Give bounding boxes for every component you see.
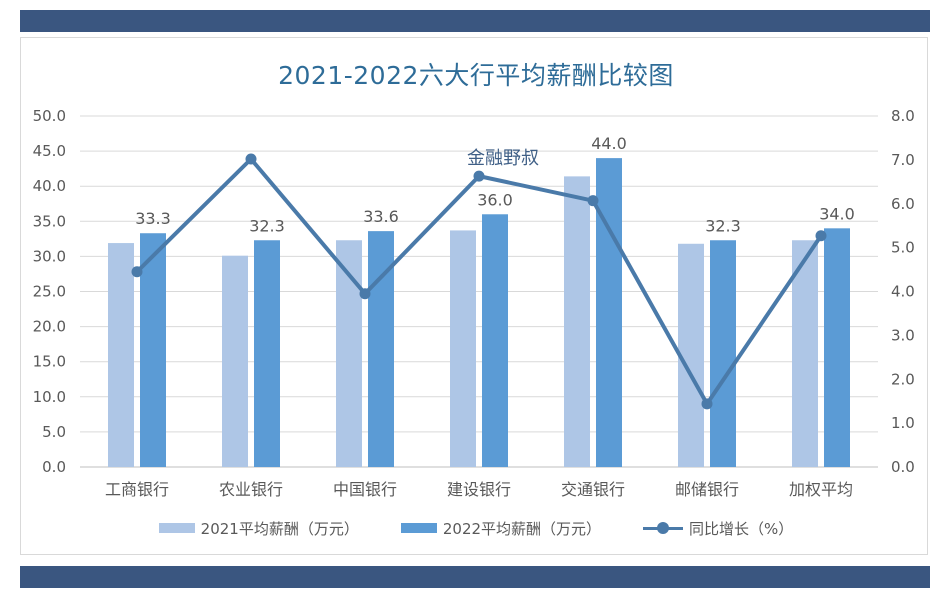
growth-point bbox=[131, 266, 143, 278]
growth-point bbox=[815, 230, 827, 242]
right-axis-tick-label: 1.0 bbox=[891, 414, 915, 432]
growth-point bbox=[701, 398, 713, 410]
right-axis-tick-label: 8.0 bbox=[891, 107, 915, 125]
x-axis-category-label: 农业银行 bbox=[219, 480, 283, 499]
right-axis-tick-label: 5.0 bbox=[891, 239, 915, 257]
top-decorative-band bbox=[20, 10, 930, 32]
left-axis-tick-label: 30.0 bbox=[33, 247, 66, 265]
bar-2022-data-label: 36.0 bbox=[477, 190, 513, 209]
bar-2021 bbox=[336, 240, 362, 467]
bar-2021 bbox=[108, 243, 134, 467]
legend-label-2022: 2022平均薪酬（万元） bbox=[442, 519, 602, 538]
x-axis-category-label: 建设银行 bbox=[447, 480, 511, 499]
left-axis-tick-label: 0.0 bbox=[42, 458, 66, 476]
growth-point bbox=[587, 195, 599, 207]
bar-2022-data-label: 32.3 bbox=[249, 216, 285, 235]
left-axis-tick-label: 20.0 bbox=[33, 318, 66, 336]
bar-2021 bbox=[564, 176, 590, 467]
chart-legend: 2021平均薪酬（万元） 2022平均薪酬（万元） 同比增长（%） bbox=[0, 517, 952, 539]
bar-2021 bbox=[222, 255, 248, 467]
growth-point bbox=[245, 153, 257, 165]
bar-2022-data-label: 44.0 bbox=[591, 134, 627, 153]
x-axis-category-label: 邮储银行 bbox=[675, 480, 739, 499]
right-axis-tick-label: 6.0 bbox=[891, 195, 915, 213]
bottom-decorative-band bbox=[20, 566, 930, 588]
bar-2022 bbox=[254, 240, 280, 467]
bar-2021 bbox=[792, 240, 818, 467]
growth-point bbox=[473, 170, 485, 182]
legend-swatch-2021 bbox=[158, 523, 195, 533]
bar-2022 bbox=[140, 233, 166, 467]
legend-item-2021: 2021平均薪酬（万元） bbox=[158, 518, 359, 539]
x-axis-category-label: 工商银行 bbox=[105, 480, 169, 499]
watermark-text: 金融野叔 bbox=[467, 148, 539, 169]
left-axis-tick-label: 5.0 bbox=[42, 423, 66, 441]
bar-2022 bbox=[482, 214, 508, 467]
bar-2022 bbox=[710, 240, 736, 467]
right-axis-tick-label: 7.0 bbox=[891, 151, 915, 169]
x-axis-category-label: 加权平均 bbox=[789, 480, 853, 499]
x-axis-category-label: 交通银行 bbox=[561, 480, 625, 499]
left-axis-tick-label: 50.0 bbox=[33, 107, 66, 125]
left-axis-tick-label: 25.0 bbox=[33, 283, 66, 301]
bar-2022 bbox=[596, 158, 622, 467]
left-axis-tick-label: 40.0 bbox=[33, 177, 66, 195]
left-axis-tick-label: 10.0 bbox=[33, 388, 66, 406]
left-axis-tick-label: 35.0 bbox=[33, 212, 66, 230]
growth-point bbox=[359, 288, 371, 300]
right-axis-tick-label: 0.0 bbox=[891, 458, 915, 476]
bar-2021 bbox=[678, 243, 704, 467]
legend-item-growth: 同比增长（%） bbox=[643, 518, 793, 539]
legend-item-2022: 2022平均薪酬（万元） bbox=[400, 518, 602, 539]
legend-label-growth: 同比增长（%） bbox=[689, 519, 794, 538]
bar-2022-data-label: 33.3 bbox=[135, 209, 171, 228]
right-axis-tick-label: 4.0 bbox=[891, 283, 915, 301]
right-axis-tick-label: 2.0 bbox=[891, 370, 915, 388]
legend-swatch-growth bbox=[643, 522, 684, 534]
bar-2022 bbox=[824, 228, 850, 467]
chart-title: 2021-2022六大行平均薪酬比较图 bbox=[278, 61, 674, 90]
bar-2022-data-label: 32.3 bbox=[705, 216, 741, 235]
bar-2022-data-label: 33.6 bbox=[363, 207, 399, 226]
x-axis-category-label: 中国银行 bbox=[333, 480, 397, 499]
left-axis-tick-label: 15.0 bbox=[33, 353, 66, 371]
right-axis-tick-label: 3.0 bbox=[891, 326, 915, 344]
left-axis-tick-label: 45.0 bbox=[33, 142, 66, 160]
legend-swatch-2022 bbox=[400, 523, 437, 533]
bar-2021 bbox=[450, 230, 476, 467]
bar-2022-data-label: 34.0 bbox=[819, 204, 855, 223]
legend-label-2021: 2021平均薪酬（万元） bbox=[200, 519, 359, 538]
